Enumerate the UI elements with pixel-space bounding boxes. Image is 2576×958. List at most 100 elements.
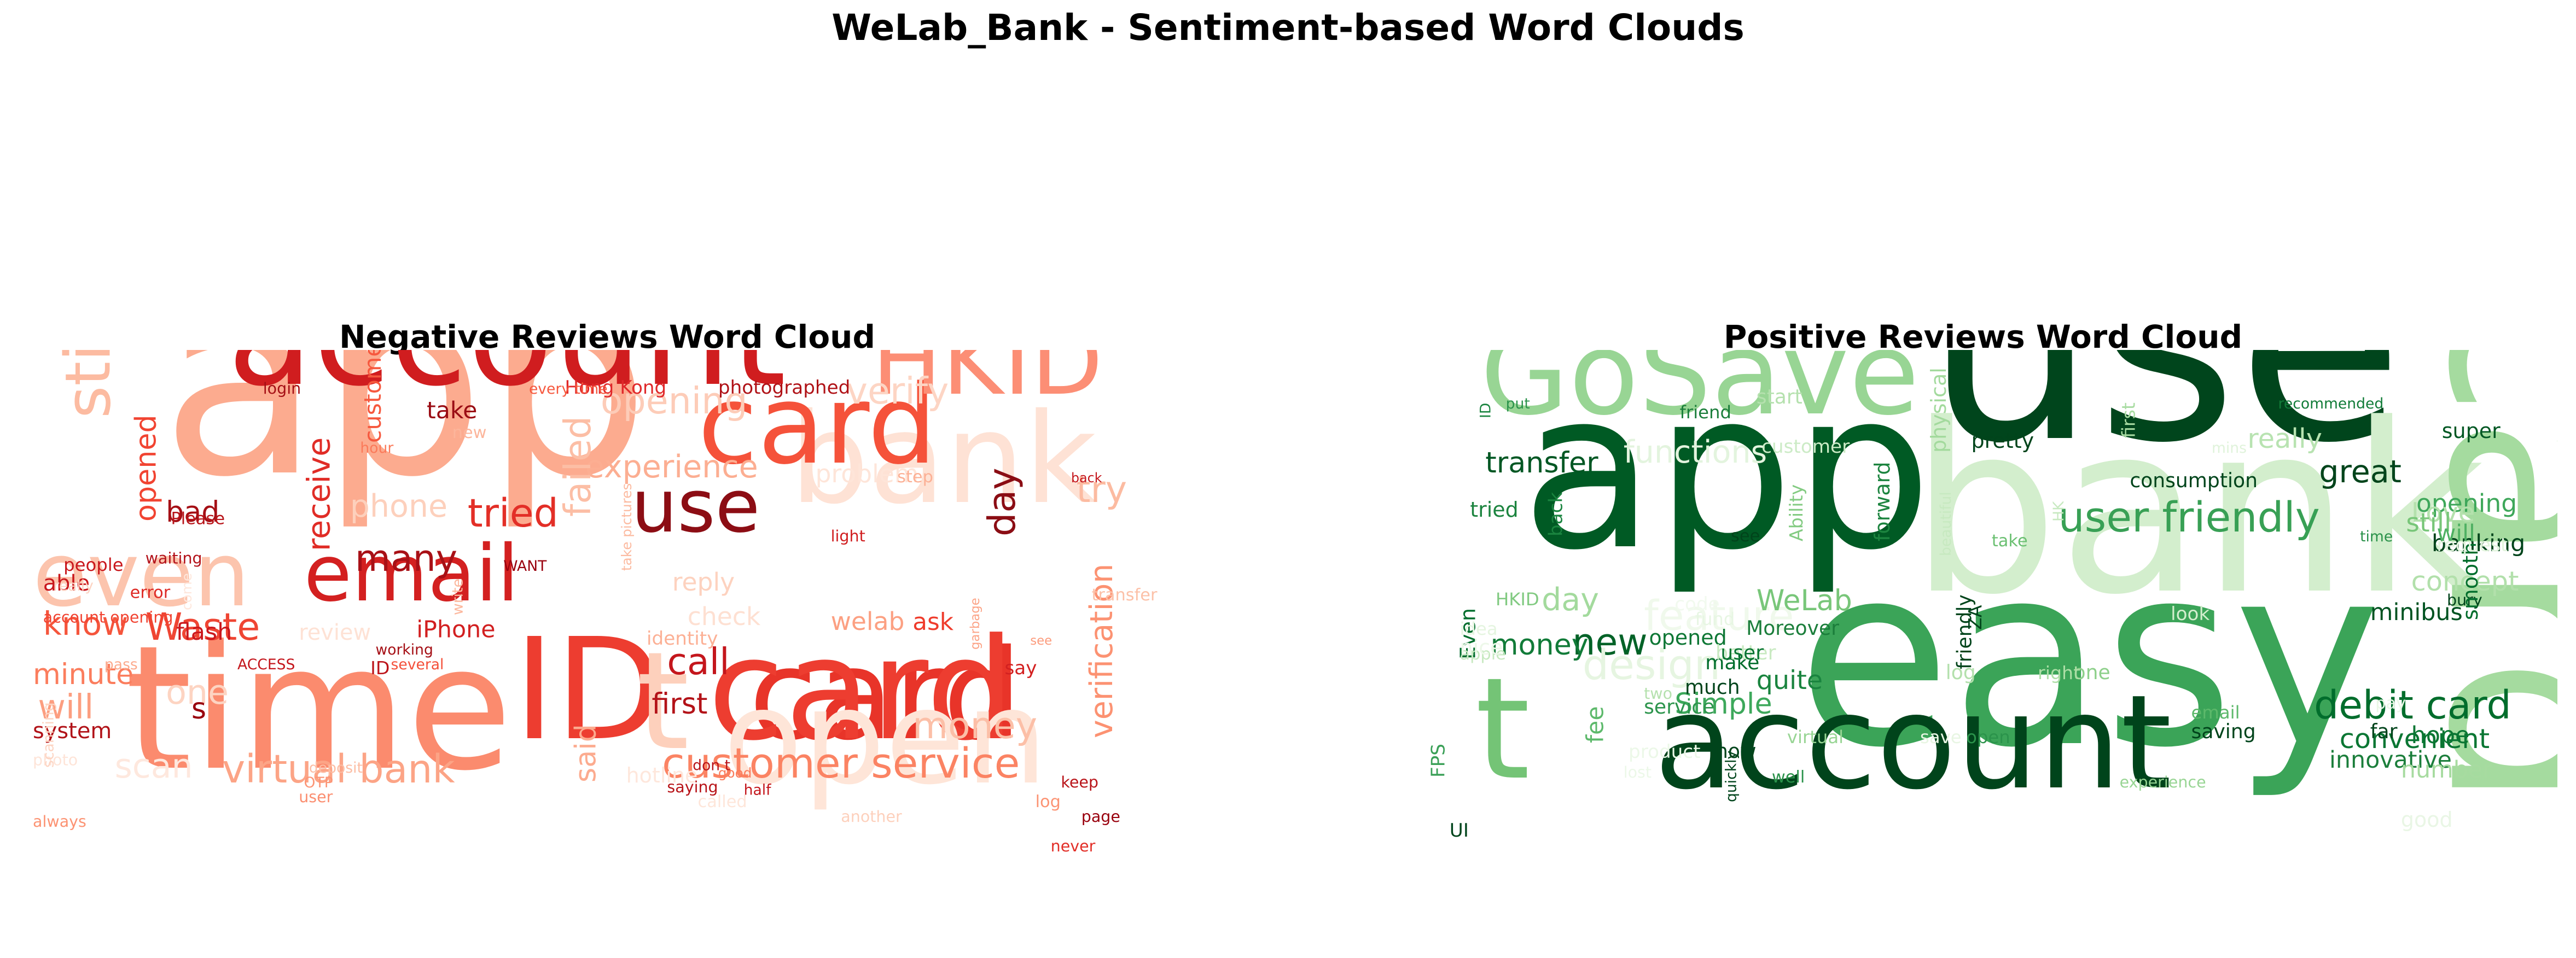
negative-word-many: many (355, 537, 457, 580)
negative-word-otp: OTP (304, 774, 333, 791)
negative-word-try: try (1076, 468, 1127, 511)
negative-word-customer: customer (359, 350, 387, 443)
negative-word-take: take (427, 397, 478, 424)
positive-word-one: one (2074, 661, 2110, 684)
negative-word-don-t: don t (693, 757, 730, 774)
negative-word-hkid: HKID (871, 350, 1103, 416)
positive-word-great: great (2319, 454, 2401, 490)
positive-word-saving: saving (2191, 720, 2256, 743)
negative-word-keep: keep (1061, 773, 1098, 791)
negative-word-back: back (1071, 470, 1102, 486)
positive-word-open: open (1966, 727, 2010, 747)
negative-word-account-opening: account opening (43, 609, 173, 627)
positive-word-app: app (1521, 350, 1932, 598)
negative-word-iphone: iPhone (416, 616, 495, 644)
negative-word-deposit: deposit (309, 760, 363, 776)
positive-word-pay: pay (2375, 694, 2406, 713)
positive-word-minibus: minibus (2370, 599, 2463, 626)
negative-word-error: error (130, 583, 171, 603)
positive-word-ability: Ability (1786, 484, 1807, 541)
negative-word-tried: tried (468, 490, 559, 536)
negative-word-check: check (688, 602, 761, 631)
positive-word-two: two (1644, 685, 1672, 703)
negative-word-time: time (125, 609, 512, 808)
positive-word-use: use (1925, 350, 2403, 502)
positive-word-account: account (1654, 668, 2172, 819)
positive-word-really: really (2247, 423, 2322, 454)
negative-word-email: email (304, 528, 519, 619)
positive-word-concept: concept (2411, 565, 2519, 597)
negative-word-garbage: garbage (968, 598, 982, 650)
negative-word-welab: welab (831, 607, 905, 636)
negative-word-said: said (570, 724, 603, 782)
positive-word-functions: functions (1624, 434, 1767, 470)
positive-word-card: card (2395, 350, 2557, 809)
negative-word-receive: receive (301, 437, 337, 551)
negative-word-review: review (299, 620, 371, 645)
negative-cloud-title: Negative Reviews Word Cloud (339, 318, 875, 355)
positive-word-make: make (1705, 651, 1759, 674)
positive-word-lost: lost (1624, 763, 1652, 781)
negative-word-waste: Waste (146, 606, 260, 649)
positive-word-innovative: innovative (2329, 746, 2452, 774)
negative-word-access: ACCESS (237, 656, 295, 673)
negative-word-even: even (33, 524, 250, 627)
negative-word-want: WANT (503, 558, 547, 575)
negative-word-photo: photo (33, 751, 78, 769)
negative-word-flash: flash (176, 618, 232, 646)
negative-word-step: step (897, 468, 933, 487)
negative-word-user: user (299, 788, 333, 806)
positive-word-apple: apple (1460, 645, 1506, 664)
positive-word-take: take (1992, 531, 2028, 551)
negative-word-every-time: every time (529, 381, 608, 398)
positive-word-time: time (2360, 528, 2393, 545)
positive-word-feature: feature (1644, 591, 1794, 640)
positive-word-love: Love (2411, 496, 2475, 528)
positive-word-new: new (1572, 621, 1647, 663)
negative-word-virtual-bank: virtual bank (222, 746, 455, 792)
negative-word-ask: ask (912, 608, 954, 636)
positive-word-code: code (1674, 593, 1719, 615)
positive-word-bank: bank (1910, 373, 2485, 646)
negative-word-card: card (698, 362, 937, 489)
positive-word-physical: physical (1927, 367, 1951, 453)
positive-word-id: ID (1478, 403, 1495, 418)
positive-word-look: look (2171, 603, 2209, 625)
positive-word-see: see (1731, 527, 1760, 546)
positive-word-fund: fund (1695, 609, 1735, 629)
negative-word-able: able (43, 571, 90, 596)
negative-word-pass: pass (104, 656, 138, 673)
negative-word-account: account (227, 350, 786, 417)
negative-word-verification: verification (1084, 564, 1120, 738)
negative-word-scan: scan (115, 746, 193, 786)
negative-word-hong-kong: Hong Kong (565, 377, 666, 399)
positive-word-debit-card: debit card (2314, 682, 2511, 728)
negative-word-always: always (33, 813, 86, 831)
positive-word-hkid: HKID (1496, 589, 1539, 610)
positive-word-opening: opening (2416, 489, 2517, 518)
positive-word-will: will (2437, 520, 2475, 547)
positive-word-user: user (1720, 641, 1764, 664)
negative-word-hour: hour (360, 440, 393, 457)
negative-word-half: half (744, 782, 772, 799)
negative-word-page: page (1081, 808, 1120, 826)
positive-word-transfer: transfer (1485, 447, 1598, 480)
positive-word-banking: banking (2432, 530, 2525, 557)
negative-word-cloud: apptimeaccountcardID cardbankopencardHKI… (33, 350, 1158, 855)
positive-word-pretty: pretty (1972, 429, 2034, 453)
negative-word-new: new (452, 423, 487, 442)
negative-word-reply: reply (672, 568, 735, 597)
negative-word-good: good (718, 765, 752, 781)
positive-word-money: money (1491, 629, 1589, 662)
negative-word-photographed: photographed (718, 377, 850, 399)
negative-word-identity: identity (647, 628, 718, 650)
negative-word-saying: saying (667, 778, 718, 796)
negative-word-s: s (191, 693, 206, 726)
positive-word-ui: UI (1450, 820, 1469, 842)
negative-word-say: say (1005, 657, 1037, 679)
negative-word-bad: bad (166, 496, 219, 529)
positive-word-first: first (2118, 402, 2139, 438)
negative-word-verify: verify (846, 370, 949, 412)
positive-word-tried: tried (1470, 498, 1519, 522)
positive-word-email: email (2191, 702, 2240, 723)
